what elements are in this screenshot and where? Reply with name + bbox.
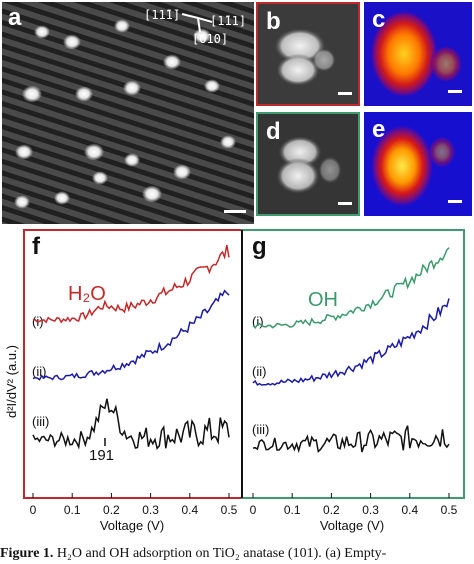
adsorbate-spot [15,144,33,160]
x-axis-label-g: Voltage (V) [320,518,384,533]
figure-caption: Figure 1. H₂O and OH adsorption on TiO₂ … [0,546,474,562]
plot-f-label: f [32,233,41,260]
x-tick-label: 0.1 [284,503,301,517]
adsorbate-spot [163,54,181,70]
x-tick-label: 0.3 [362,503,379,517]
panel-c-label: c [372,6,386,33]
x-tick-label: 0.4 [401,503,418,517]
panel-a-stm-image: a [11̄1̄] [1̄11] [010] [2,2,254,224]
adsorbate-spot [75,86,93,102]
adsorbate-spot [92,171,108,185]
plot-g-trace-iii: (iii) [252,422,269,437]
adsorbate-spot [14,195,30,209]
plot-g-label: g [252,233,267,260]
plot-g-frame [241,229,465,499]
adsorbate-spot [123,80,141,96]
plot-g-trace-ii: (ii) [252,364,266,379]
adsorbate-spot [142,185,162,203]
adsorbate-spot [124,153,140,167]
scalebar-d [338,202,352,205]
x-ticks-f: 0 0.1 0.2 0.3 0.4 0.5 [30,493,238,517]
direction-label-2: [1̄11] [210,14,247,28]
adsorbate-spot [193,28,211,44]
x-tick-label: 0.4 [181,503,198,517]
caption-figure-number: Figure 1. [0,546,54,561]
x-tick-label: 0.3 [142,503,159,517]
scalebar-e [448,200,462,203]
adsorbate-spot [114,19,130,33]
scalebar-b [338,92,352,95]
scalebar-a [224,210,246,213]
plot-g-molecule: OH [308,289,338,311]
direction-arrows-icon [181,13,213,33]
caption-text: H₂O and OH adsorption on TiO₂ anatase (1… [53,546,387,561]
direction-label-3: [010] [192,32,229,46]
adsorbate-spot [63,34,81,50]
spectrum-f-i [32,244,230,324]
adsorbate-spot [204,79,220,93]
x-ticks-g: 0 0.1 0.2 0.3 0.4 0.5 [250,493,458,517]
scalebar-c [448,90,462,93]
plot-g-trace-i: (i) [252,314,264,329]
panel-e-label: e [372,116,386,143]
spectrum-g-iii [252,425,450,454]
spectroscopy-map-e [370,124,456,208]
panel-a-label: a [8,4,22,31]
panel-d-label: d [266,118,281,145]
spectra-figure: f g H₂O OH (i) (ii) (iii) (i) (ii) (iii)… [4,229,465,533]
adsorbate-spot [54,191,70,205]
plot-f-molecule: H₂O [68,283,106,305]
y-axis-label: d²I/dV² (a.u.) [4,345,19,418]
adsorbate-spot [84,143,104,161]
x-tick-label: 0.5 [221,503,238,517]
x-tick-label: 0 [30,503,37,517]
stm-topograph-a [2,2,254,224]
stm-zoom-b [274,28,336,86]
x-tick-label: 0.5 [441,503,458,517]
plot-f-trace-ii: (ii) [32,364,46,379]
adsorbate-spot [173,164,191,180]
spectrum-g-ii [252,298,450,386]
panel-e-map: e [364,112,472,216]
adsorbate-spot [34,25,50,39]
spectrum-f-iii [32,398,230,450]
panel-b-stm-zoom: b [256,2,360,106]
x-tick-label: 0 [250,503,257,517]
direction-label-1: [11̄1̄] [144,8,181,22]
stm-zoom-d [276,136,342,194]
spectroscopy-map-c [370,10,462,98]
panel-b-label: b [266,8,281,35]
x-tick-label: 0.2 [103,503,120,517]
spectrum-f-ii [32,289,230,381]
spectrum-g-i [252,247,450,329]
panel-c-map: c [364,2,472,106]
panel-d-stm-zoom: d [256,112,360,216]
x-tick-label: 0.1 [64,503,81,517]
x-axis-label-f: Voltage (V) [100,518,164,533]
peak-label: 191 [89,447,114,464]
adsorbate-spot [22,85,42,103]
x-tick-label: 0.2 [323,503,340,517]
plot-f-trace-iii: (iii) [32,414,49,429]
adsorbate-spot [220,135,236,149]
